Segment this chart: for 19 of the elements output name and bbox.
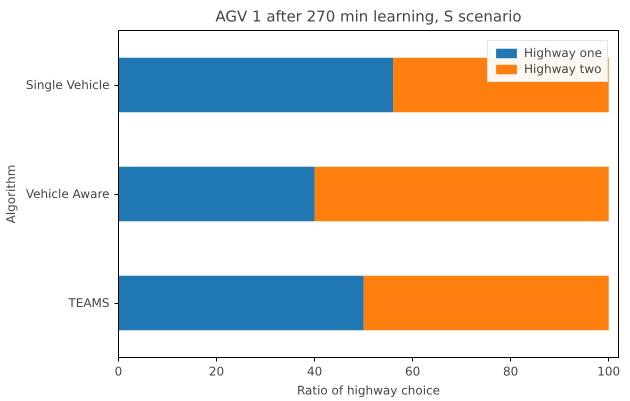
y-tick-label: TEAMS: [67, 296, 110, 310]
y-axis-title: Algorithm: [4, 164, 18, 224]
legend-label: Highway one: [524, 46, 602, 60]
chart-title: AGV 1 after 270 min learning, S scenario: [215, 8, 522, 26]
y-tick-label: Single Vehicle: [26, 78, 110, 92]
legend-label: Highway two: [524, 62, 602, 76]
x-tick-label: 80: [503, 364, 518, 378]
y-tick-label: Vehicle Aware: [26, 187, 110, 201]
bar: [118, 276, 364, 330]
x-tick-label: 0: [114, 364, 122, 378]
x-tick-label: 60: [404, 364, 420, 378]
x-tick-label: 40: [306, 364, 322, 378]
bar: [364, 276, 609, 330]
x-tick-label: 20: [208, 364, 224, 378]
bar: [118, 58, 394, 112]
x-tick-label: 100: [597, 364, 620, 378]
bar: [314, 166, 609, 222]
x-axis-title: Ratio of highway choice: [296, 384, 440, 398]
bar: [118, 166, 315, 222]
